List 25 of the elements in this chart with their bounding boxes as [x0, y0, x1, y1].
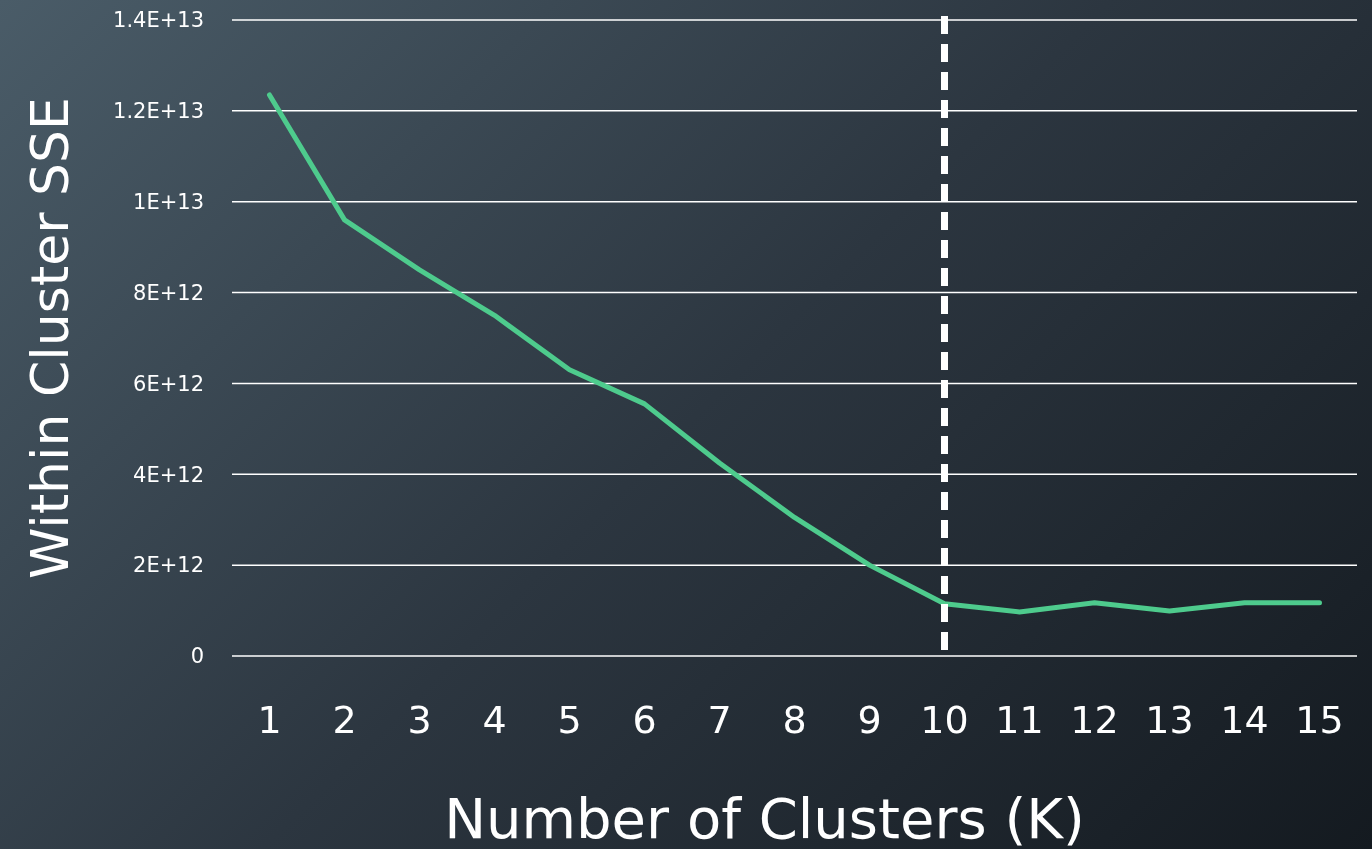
x-tick-label: 10 [920, 698, 969, 742]
x-tick-label: 3 [407, 698, 432, 742]
x-tick-label: 5 [557, 698, 582, 742]
x-tick-label: 1 [257, 698, 282, 742]
x-tick-label: 6 [632, 698, 657, 742]
y-tick-label: 1.2E+13 [113, 99, 204, 124]
x-axis-title: Number of Clusters (K) [444, 786, 1085, 849]
x-tick-label: 9 [857, 698, 882, 742]
x-tick-label: 8 [782, 698, 807, 742]
y-tick-label: 0 [190, 644, 204, 669]
x-tick-label: 7 [707, 698, 732, 742]
y-tick-label: 1E+13 [133, 190, 204, 215]
x-tick-label: 13 [1145, 698, 1194, 742]
y-axis-title: Within Cluster SSE [20, 97, 80, 579]
x-tick-label: 2 [332, 698, 357, 742]
x-tick-label: 15 [1295, 698, 1344, 742]
y-tick-label: 6E+12 [133, 371, 204, 396]
x-tick-label: 4 [482, 698, 507, 742]
x-tick-label: 12 [1070, 698, 1119, 742]
y-tick-label: 8E+12 [133, 280, 204, 305]
y-tick-label: 1.4E+13 [113, 8, 204, 33]
x-tick-label: 14 [1220, 698, 1269, 742]
y-tick-label: 4E+12 [133, 462, 204, 487]
x-tick-label: 11 [995, 698, 1044, 742]
y-tick-label: 2E+12 [133, 553, 204, 578]
